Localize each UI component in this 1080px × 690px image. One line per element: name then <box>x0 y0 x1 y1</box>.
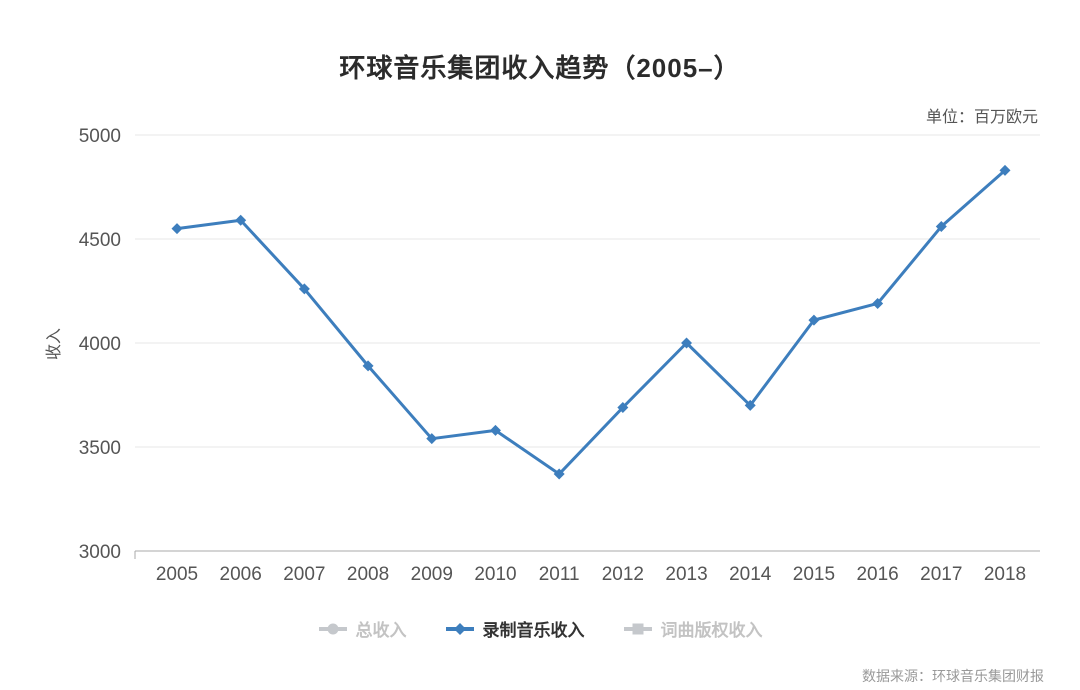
svg-text:2017: 2017 <box>920 564 962 585</box>
svg-text:2007: 2007 <box>283 564 325 585</box>
circle-marker-icon <box>318 622 348 636</box>
unit-label: 单位：百万欧元 <box>925 109 1038 126</box>
legend-label: 词曲版权收入 <box>660 621 763 640</box>
diamond-marker-icon <box>445 622 475 636</box>
svg-text:2008: 2008 <box>347 564 389 585</box>
svg-text:2013: 2013 <box>665 564 707 585</box>
svg-text:4000: 4000 <box>79 334 121 355</box>
svg-text:2015: 2015 <box>793 564 835 585</box>
legend: 总收入 录制音乐收入 词曲版权收入 <box>0 616 1080 641</box>
svg-text:2012: 2012 <box>602 564 644 585</box>
legend-label: 录制音乐收入 <box>482 621 585 640</box>
page-title: 环球音乐集团收入趋势（2005–） <box>339 53 741 83</box>
svg-text:3000: 3000 <box>79 542 121 563</box>
legend-item-2[interactable]: 词曲版权收入 <box>623 616 763 641</box>
svg-text:4500: 4500 <box>79 230 121 251</box>
svg-text:2011: 2011 <box>539 564 580 585</box>
legend-item-1[interactable]: 录制音乐收入 <box>445 616 585 641</box>
svg-text:5000: 5000 <box>79 126 121 147</box>
square-marker-icon <box>623 622 653 636</box>
legend-label: 总收入 <box>355 621 407 640</box>
svg-text:2014: 2014 <box>729 564 772 585</box>
svg-text:2016: 2016 <box>856 564 898 585</box>
svg-text:2006: 2006 <box>220 564 262 585</box>
svg-text:2018: 2018 <box>984 564 1026 585</box>
line-chart: 3000 3500 4000 4500 5000 2005 2006 2007 2008 2009… <box>79 126 1040 585</box>
data-source-label: 数据来源：环球音乐集团财报 <box>862 668 1044 684</box>
svg-text:3500: 3500 <box>79 438 121 459</box>
svg-text:2010: 2010 <box>474 564 516 585</box>
svg-text:2009: 2009 <box>411 564 453 585</box>
legend-item-0[interactable]: 总收入 <box>318 616 407 641</box>
svg-text:2005: 2005 <box>156 564 198 585</box>
